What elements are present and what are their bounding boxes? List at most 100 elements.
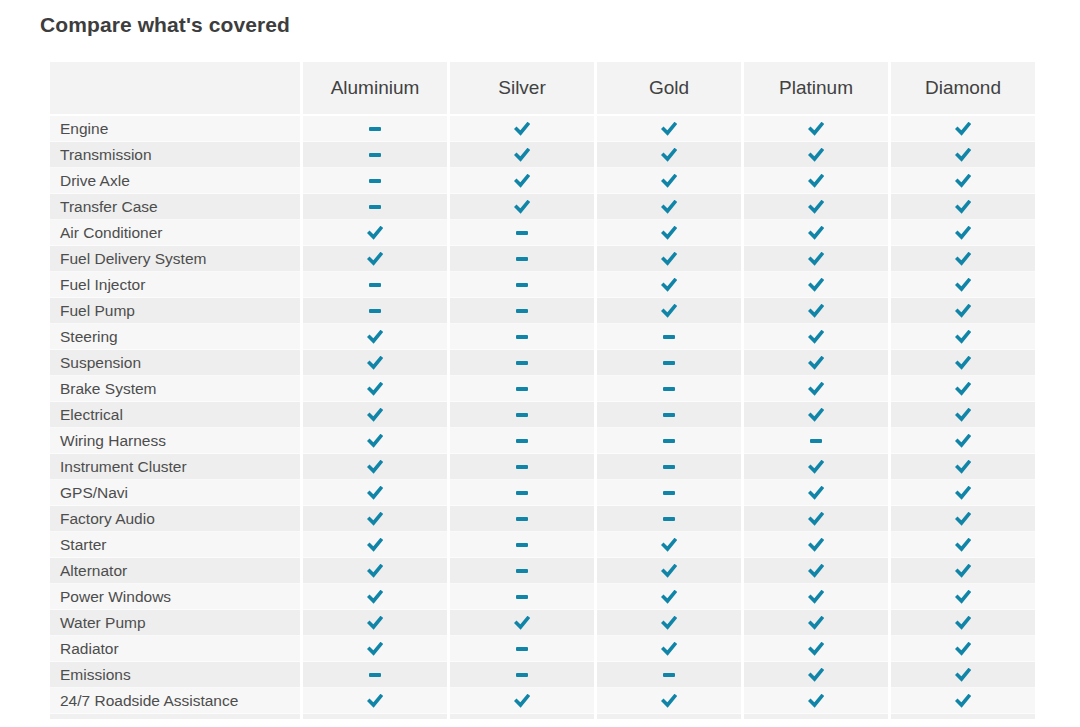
check-icon [955, 538, 971, 552]
table-row: Power Windows [50, 584, 1035, 610]
check-icon [367, 226, 383, 240]
row-label: Power Windows [50, 584, 300, 610]
check-icon [955, 226, 971, 240]
dash-icon [516, 517, 528, 521]
coverage-cell [744, 506, 888, 532]
dash-icon [516, 491, 528, 495]
check-icon [661, 122, 677, 136]
coverage-cell [303, 662, 447, 688]
check-icon [955, 668, 971, 682]
check-icon [367, 616, 383, 630]
column-header-silver: Silver [450, 62, 594, 114]
check-icon [661, 538, 677, 552]
check-icon [661, 694, 677, 708]
dash-icon [663, 335, 675, 339]
row-label: Factory Audio [50, 506, 300, 532]
check-icon [367, 330, 383, 344]
check-icon [367, 252, 383, 266]
coverage-cell [891, 584, 1035, 610]
coverage-cell [597, 610, 741, 636]
coverage-cell [744, 584, 888, 610]
check-icon [808, 486, 824, 500]
check-icon [661, 304, 677, 318]
coverage-cell [597, 506, 741, 532]
coverage-cell [450, 168, 594, 194]
check-icon [514, 694, 530, 708]
coverage-cell [891, 506, 1035, 532]
coverage-cell [891, 272, 1035, 298]
coverage-cell [450, 636, 594, 662]
check-icon [955, 408, 971, 422]
table-row: Suspension [50, 350, 1035, 376]
check-icon [367, 434, 383, 448]
table-row: Transmission [50, 142, 1035, 168]
column-header-diamond: Diamond [891, 62, 1035, 114]
check-icon [367, 486, 383, 500]
coverage-cell [891, 220, 1035, 246]
check-icon [955, 486, 971, 500]
coverage-cell [303, 168, 447, 194]
coverage-cell [597, 636, 741, 662]
coverage-cell [303, 636, 447, 662]
check-icon [955, 616, 971, 630]
dash-icon [516, 439, 528, 443]
coverage-cell [303, 116, 447, 142]
table-row: Air Conditioner [50, 220, 1035, 246]
coverage-cell [450, 376, 594, 402]
dash-icon [663, 491, 675, 495]
coverage-cell [597, 402, 741, 428]
coverage-cell [891, 246, 1035, 272]
dash-icon [369, 283, 381, 287]
coverage-cell [891, 298, 1035, 324]
table-header-row: AluminiumSilverGoldPlatinumDiamond [50, 62, 1035, 114]
check-icon [514, 200, 530, 214]
dash-icon [516, 673, 528, 677]
page: Compare what's covered AluminiumSilverGo… [0, 0, 1080, 727]
check-icon [661, 174, 677, 188]
dash-icon [810, 439, 822, 443]
coverage-cell [597, 532, 741, 558]
dash-icon [369, 673, 381, 677]
dash-icon [663, 361, 675, 365]
coverage-cell [597, 298, 741, 324]
table-row: GPS/Navi [50, 480, 1035, 506]
check-icon [661, 590, 677, 604]
coverage-cell [597, 116, 741, 142]
coverage-comparison-table: AluminiumSilverGoldPlatinumDiamond Engin… [50, 62, 1035, 719]
dash-icon [663, 387, 675, 391]
coverage-cell [450, 116, 594, 142]
check-icon [955, 304, 971, 318]
table-row: Water Pump [50, 610, 1035, 636]
check-icon [367, 564, 383, 578]
check-icon [661, 642, 677, 656]
row-label: Starter [50, 532, 300, 558]
coverage-cell [450, 142, 594, 168]
coverage-cell [303, 610, 447, 636]
coverage-cell [597, 584, 741, 610]
row-label: Wiring Harness [50, 428, 300, 454]
coverage-cell [744, 246, 888, 272]
coverage-cell [744, 480, 888, 506]
coverage-cell [597, 454, 741, 480]
coverage-cell [303, 350, 447, 376]
table-body: EngineTransmissionDrive AxleTransfer Cas… [50, 116, 1035, 714]
check-icon [955, 174, 971, 188]
check-icon [955, 356, 971, 370]
check-icon [808, 226, 824, 240]
check-icon [808, 356, 824, 370]
coverage-cell [891, 324, 1035, 350]
check-icon [955, 434, 971, 448]
table-row: Electrical [50, 402, 1035, 428]
check-icon [367, 408, 383, 422]
row-label: Brake System [50, 376, 300, 402]
coverage-cell [450, 662, 594, 688]
check-icon [661, 252, 677, 266]
coverage-cell [303, 298, 447, 324]
row-label: Drive Axle [50, 168, 300, 194]
check-icon [955, 564, 971, 578]
coverage-cell [597, 688, 741, 714]
coverage-cell [450, 584, 594, 610]
check-icon [808, 590, 824, 604]
dash-icon [516, 309, 528, 313]
check-icon [661, 148, 677, 162]
